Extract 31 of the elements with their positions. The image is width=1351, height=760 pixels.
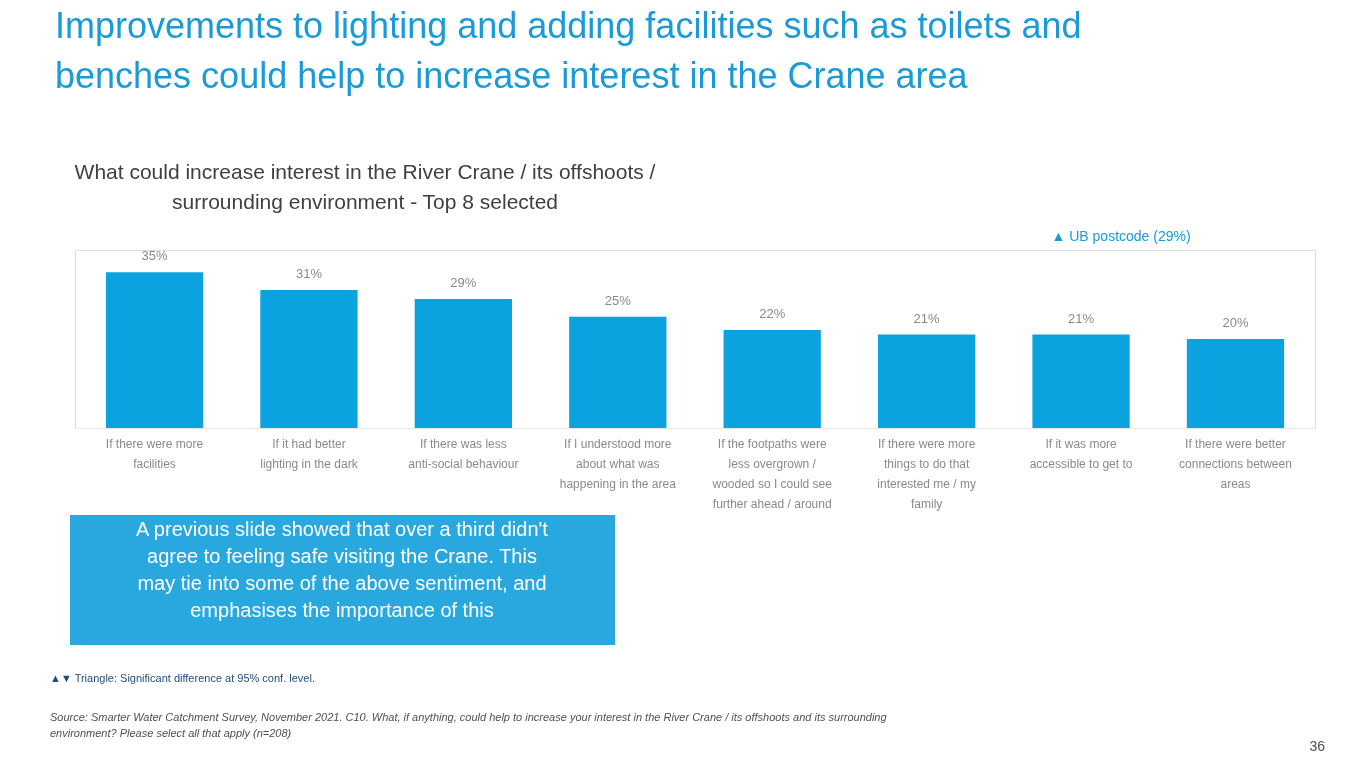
chart-subtitle: What could increase interest in the River Crane / its offshoots / surrounding environment - Top 8 selected xyxy=(74,160,656,213)
data-label: 22% xyxy=(759,306,786,322)
x-tick-label: If I understood more about what was happening in the area xyxy=(559,436,677,491)
x-tick-label: If it had better lighting in the dark xyxy=(260,436,359,471)
x-tick-label: If there were better connections between areas xyxy=(1179,436,1292,491)
data-label: 21% xyxy=(913,310,941,326)
bar xyxy=(414,298,513,428)
bar xyxy=(105,272,204,428)
x-tick-label: If there was less anti-social behaviour xyxy=(408,436,519,471)
data-label: 31% xyxy=(295,266,323,282)
data-label: 20% xyxy=(1222,315,1249,330)
source-note: Source: Smarter Water Catchment Survey, November 2021. C10. What, if anything, could help to increase your interest in the River Crane / its offshoots and its surrounding environment? Please select all that apply (n=208) xyxy=(50,711,888,739)
data-label: 21% xyxy=(1068,310,1095,326)
x-tick-label: If there were more facilities xyxy=(105,436,204,471)
bar xyxy=(1186,339,1285,428)
data-label: 35% xyxy=(141,248,168,264)
bar xyxy=(877,334,976,428)
data-label: 29% xyxy=(450,274,477,290)
bar xyxy=(723,330,821,428)
bar xyxy=(260,290,358,428)
bar xyxy=(569,316,667,428)
x-tick-label: If it was more accessible to get to xyxy=(1029,436,1133,471)
text: A previous slide showed that over a third didn't agree to feeling safe visiting the Crane. This may tie into some of the above sentiment, and emphasises the importance of this xyxy=(136,518,549,621)
x-tick-label: If there were more things to do that interested me / my family xyxy=(877,436,976,511)
text: ▲ UB postcode (29%) xyxy=(1051,228,1191,244)
data-label: 25% xyxy=(604,292,632,308)
text: ▲▼ Triangle: Significant difference at 95% conf. level. xyxy=(50,672,315,684)
chart-title: Improvements to lighting and adding facilities such as toilets and benches could help to increase interest in the Crane area xyxy=(55,5,1082,96)
bar xyxy=(1032,334,1130,428)
x-tick-label: If the footpaths were less overgrown / wooded so I could see further ahead / around xyxy=(711,436,833,511)
text: 36 xyxy=(1309,738,1326,754)
